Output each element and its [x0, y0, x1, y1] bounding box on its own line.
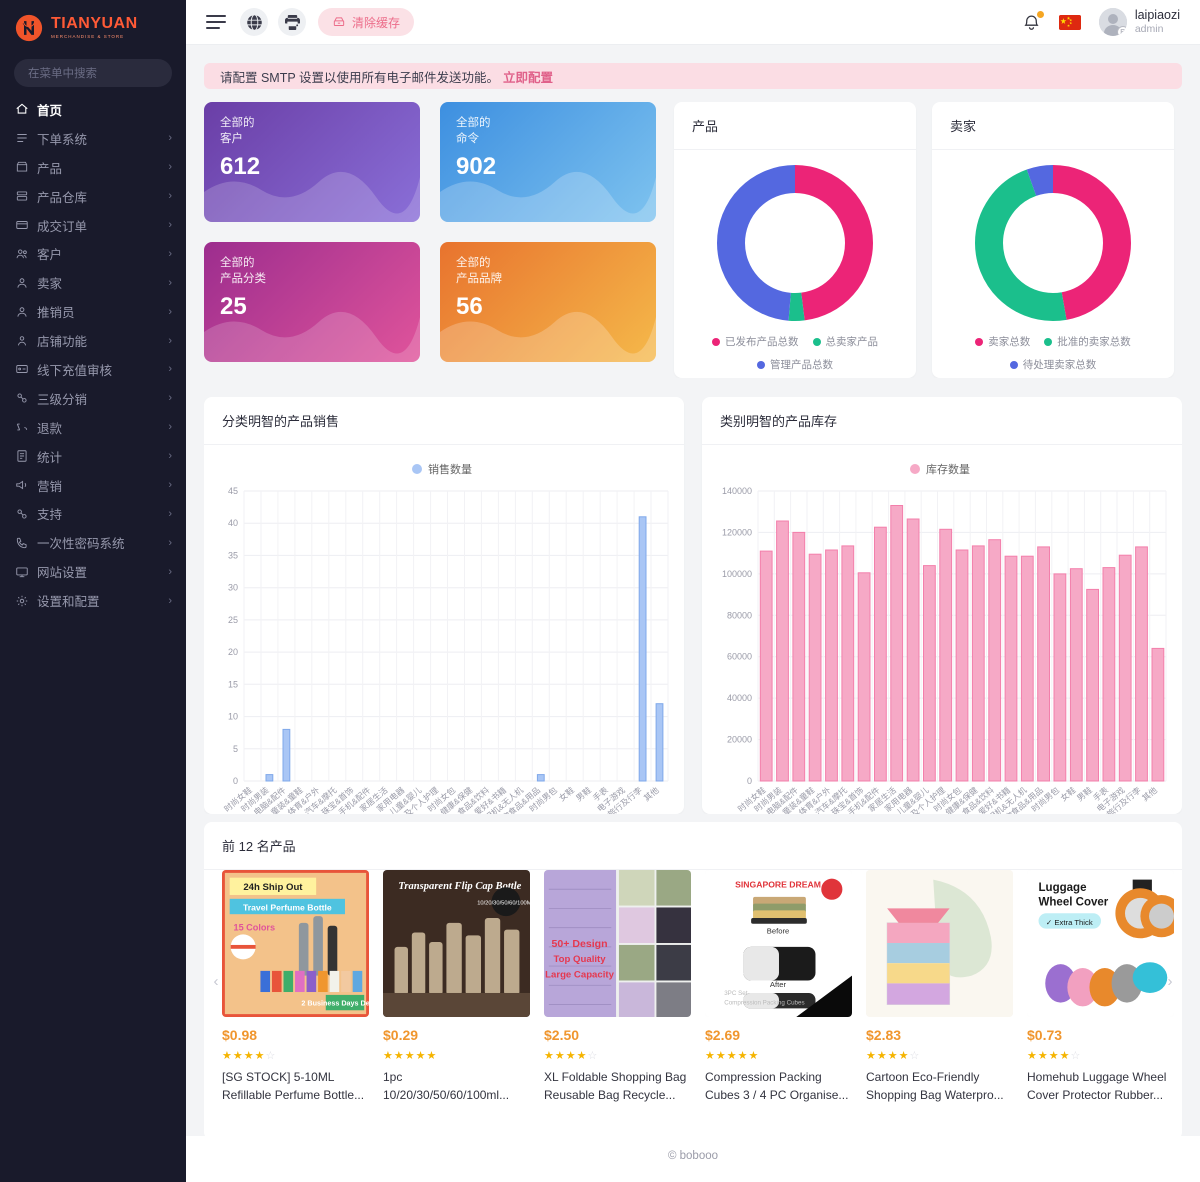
- svg-text:3PC Set: 3PC Set: [724, 990, 747, 997]
- svg-text:15 Colors: 15 Colors: [234, 923, 276, 933]
- svg-text:Wheel Cover: Wheel Cover: [1039, 897, 1109, 909]
- svg-text:Travel Perfume Bottle: Travel Perfume Bottle: [243, 902, 332, 912]
- svg-text:40000: 40000: [727, 693, 752, 703]
- svg-text:100000: 100000: [722, 569, 752, 579]
- svg-text:女鞋: 女鞋: [557, 785, 576, 803]
- svg-text:35: 35: [228, 550, 238, 560]
- svg-text:40: 40: [228, 518, 238, 528]
- svg-text:Luggage: Luggage: [1039, 882, 1088, 894]
- svg-text:Compression Packing Cubes: Compression Packing Cubes: [724, 1000, 804, 1007]
- svg-text:男鞋: 男鞋: [1075, 785, 1094, 803]
- svg-text:2 Business Days Delivery: 2 Business Days Delivery: [301, 998, 369, 1007]
- svg-text:0: 0: [233, 776, 238, 786]
- svg-text:80000: 80000: [727, 610, 752, 620]
- svg-text:120000: 120000: [722, 527, 752, 537]
- svg-text:5: 5: [233, 744, 238, 754]
- svg-text:20: 20: [228, 647, 238, 657]
- svg-text:140000: 140000: [722, 486, 752, 496]
- svg-text:20000: 20000: [727, 735, 752, 745]
- svg-text:45: 45: [228, 486, 238, 496]
- svg-text:10/20/30/50/60/100ML: 10/20/30/50/60/100ML: [477, 901, 530, 907]
- svg-text:女鞋: 女鞋: [1058, 785, 1077, 803]
- svg-text:✓ Extra Thick: ✓ Extra Thick: [1046, 918, 1093, 927]
- svg-text:15: 15: [228, 679, 238, 689]
- svg-text:60000: 60000: [727, 652, 752, 662]
- svg-text:10: 10: [228, 712, 238, 722]
- svg-text:男鞋: 男鞋: [574, 785, 593, 803]
- svg-text:Before: Before: [767, 926, 790, 935]
- svg-text:25: 25: [228, 615, 238, 625]
- svg-text:50+ Design: 50+ Design: [552, 938, 608, 950]
- svg-text:30: 30: [228, 583, 238, 593]
- svg-text:After: After: [770, 980, 787, 989]
- svg-text:其他: 其他: [642, 785, 661, 803]
- svg-text:Top Quality: Top Quality: [554, 954, 607, 965]
- svg-text:SINGAPORE DREAM: SINGAPORE DREAM: [735, 879, 821, 889]
- svg-text:其他: 其他: [1140, 785, 1159, 803]
- svg-text:Large Capacity: Large Capacity: [545, 970, 614, 981]
- svg-text:0: 0: [747, 776, 752, 786]
- svg-text:NEW: NEW: [26, 18, 32, 21]
- svg-text:24h Ship Out: 24h Ship Out: [243, 882, 303, 893]
